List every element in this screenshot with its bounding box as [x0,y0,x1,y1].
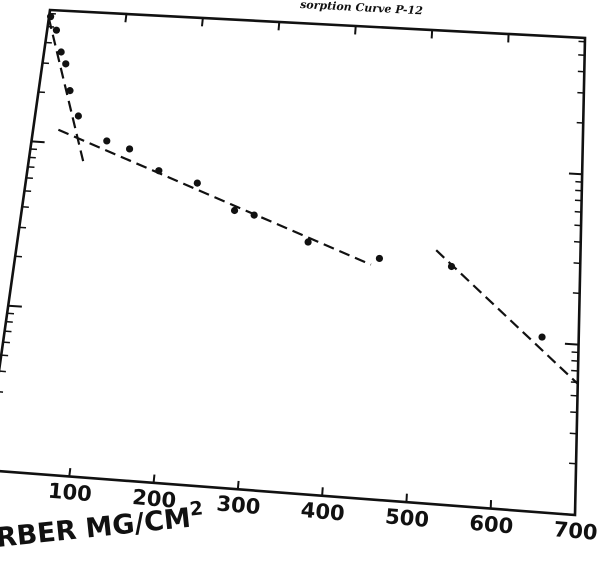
axis-ticks [0,9,586,516]
y-tick-right [568,172,583,176]
x-tick-bottom-400 [321,487,324,496]
x-tick-top-300 [277,21,281,31]
chart-title: sorption Curve P-12 [300,0,424,17]
data-point-6 [74,112,82,120]
dashed-fit-lines [47,17,579,385]
x-tick-top-100 [124,13,128,23]
fit-line-3 [435,249,579,385]
x-tick-label-400: 400 [300,498,346,526]
data-point-8 [125,145,134,153]
x-tick-bottom-100 [68,468,72,477]
data-point-1 [47,13,55,21]
x-axis-label-superscript: 2 [189,497,204,520]
data-point-7 [103,137,111,145]
x-tick-bottom-200 [152,474,156,483]
data-points [47,13,546,341]
plot-area [0,8,587,517]
x-tick-label-600: 600 [468,511,514,539]
x-tick-label-500: 500 [384,504,430,532]
x-tick-label-100: 100 [47,479,93,507]
data-point-2 [52,26,61,34]
data-point-5 [66,87,74,95]
x-tick-label-200: 200 [131,485,177,513]
y-tick-left [8,304,22,308]
data-point-9 [155,167,163,175]
y-tick-right [569,462,577,465]
data-point-16 [538,333,546,341]
y-tick-left [31,140,45,144]
data-point-12 [250,211,258,219]
plot-frame [0,8,587,517]
y-tick-right [564,342,579,346]
x-tick-bottom-300 [236,480,240,490]
data-point-10 [193,179,201,187]
x-axis-label-text: RBER MG/CM [0,503,192,554]
x-axis-label: RBER MG/CM2 [0,497,205,554]
y-tick-left [0,391,4,393]
x-tick-label-700: 700 [553,517,599,545]
y-tick-right [569,432,577,435]
data-point-15 [447,262,456,271]
data-point-11 [230,206,239,215]
data-point-13 [304,238,312,246]
y-tick-right [560,512,576,516]
fit-line-1 [47,17,86,165]
fit-line-2 [57,128,372,266]
data-point-4 [62,60,70,68]
x-tick-label-300: 300 [216,491,262,519]
x-tick-top-200 [200,17,204,27]
x-tick-top-400 [354,25,357,35]
data-point-14 [375,254,384,263]
data-point-3 [57,48,65,56]
x-tick-labels: 0100200300400500600700 [47,479,599,545]
